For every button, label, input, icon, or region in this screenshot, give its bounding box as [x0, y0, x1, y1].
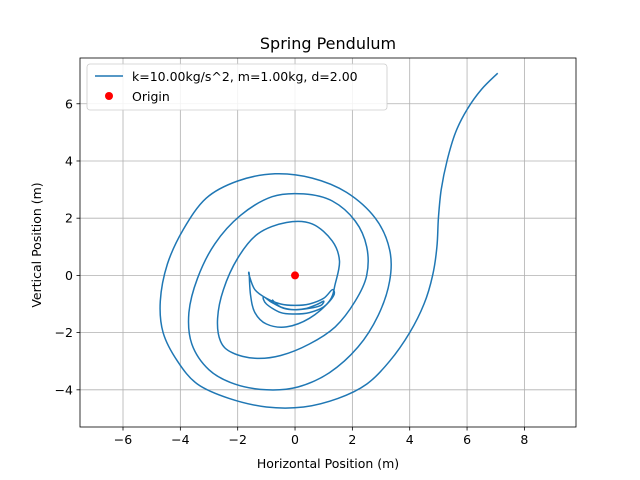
- series-line-trajectory: [159, 72, 499, 409]
- y-tick-label: 0: [65, 268, 73, 283]
- legend-label-origin: Origin: [132, 89, 170, 104]
- y-tick-label: −4: [55, 382, 73, 397]
- y-axis-label: Vertical Position (m): [29, 182, 44, 307]
- legend-box: [86, 63, 388, 111]
- x-tick-label: −6: [114, 432, 132, 447]
- legend-label-series: k=10.00kg/s^2, m=1.00kg, d=2.00: [132, 69, 358, 84]
- plot-area: [159, 72, 499, 409]
- x-tick-label: 8: [520, 432, 528, 447]
- x-tick-label: −2: [228, 432, 246, 447]
- x-tick-label: 6: [463, 432, 471, 447]
- y-tick-label: 6: [65, 96, 73, 111]
- chart-title: Spring Pendulum: [260, 34, 396, 53]
- x-tick-label: −4: [171, 432, 189, 447]
- y-tick-label: 2: [65, 211, 73, 226]
- x-tick-label: 2: [348, 432, 356, 447]
- legend: k=10.00kg/s^2, m=1.00kg, d=2.00 Origin: [86, 63, 388, 111]
- origin-marker: [291, 271, 300, 280]
- axes-frame: [79, 57, 577, 428]
- legend-marker-swatch: [105, 92, 113, 100]
- x-tick-label: 4: [406, 432, 414, 447]
- x-tick-label: 0: [291, 432, 299, 447]
- axes: −6 −4 −2 0 2 4 6 8 −4 −2 0 2 4 6: [55, 57, 577, 447]
- y-tick-label: 4: [65, 153, 73, 168]
- x-axis-label: Horizontal Position (m): [257, 456, 399, 471]
- y-tick-label: −2: [55, 325, 73, 340]
